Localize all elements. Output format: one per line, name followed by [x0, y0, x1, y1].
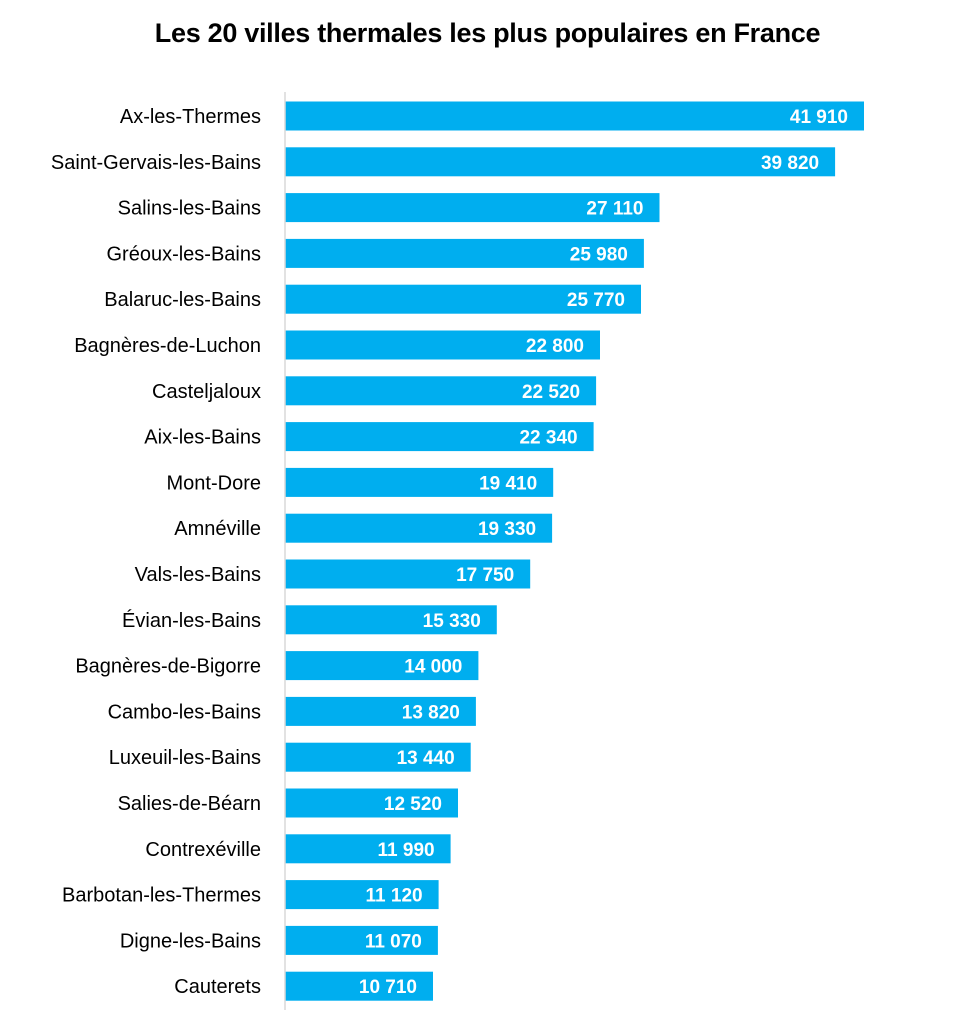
bar-17 [285, 880, 439, 910]
value-label: 11 070 [365, 931, 422, 952]
category-label: Contrexéville [145, 839, 261, 861]
category-label: Aix-les-Bains [144, 427, 261, 449]
value-label: 39 820 [761, 153, 819, 174]
category-label: Luxeuil-les-Bains [109, 747, 261, 769]
value-label: 11 120 [366, 886, 423, 907]
bar-16 [285, 834, 451, 864]
category-label: Salins-les-Bains [118, 198, 261, 220]
category-label: Cambo-les-Bains [108, 701, 261, 723]
category-label: Casteljaloux [152, 381, 261, 403]
category-label: Salies-de-Béarn [118, 793, 261, 815]
category-label: Mont-Dore [167, 472, 261, 494]
bar-19 [285, 971, 433, 1001]
value-label: 17 750 [456, 565, 514, 586]
value-label: 10 710 [359, 977, 417, 998]
bar-3 [285, 238, 644, 268]
bar-8 [285, 467, 554, 497]
category-label: Saint-Gervais-les-Bains [51, 152, 261, 174]
bar-7 [285, 422, 594, 452]
category-label: Gréoux-les-Bains [106, 243, 261, 265]
bar-10 [285, 559, 531, 589]
bar-15 [285, 788, 458, 818]
value-label: 22 520 [522, 382, 580, 403]
value-label: 27 110 [586, 199, 643, 220]
value-label: 19 410 [479, 473, 537, 494]
bar-1 [285, 147, 836, 177]
bar-4 [285, 284, 641, 314]
category-label: Digne-les-Bains [120, 930, 261, 952]
bar-5 [285, 330, 600, 360]
category-label: Bagnères-de-Bigorre [75, 656, 261, 678]
value-label: 25 980 [570, 244, 628, 265]
bar-0 [285, 101, 864, 131]
bar-2 [285, 193, 660, 223]
bar-18 [285, 925, 438, 955]
bar-12 [285, 651, 479, 681]
category-label: Balaruc-les-Bains [104, 289, 261, 311]
value-label: 13 440 [397, 748, 455, 769]
value-label: 11 990 [378, 840, 435, 861]
value-label: 22 340 [519, 428, 577, 449]
category-label: Vals-les-Bains [135, 564, 261, 586]
category-label: Barbotan-les-Thermes [62, 885, 261, 907]
bar-9 [285, 513, 553, 543]
value-label: 25 770 [567, 290, 625, 311]
value-label: 22 800 [526, 336, 584, 357]
value-label: 12 520 [384, 794, 442, 815]
category-label: Amnéville [174, 518, 261, 540]
value-label: 13 820 [402, 702, 460, 723]
value-label: 14 000 [404, 657, 462, 678]
bar-13 [285, 696, 476, 726]
category-label: Bagnères-de-Luchon [74, 335, 261, 357]
bar-14 [285, 742, 471, 772]
value-label: 15 330 [423, 611, 481, 632]
bar-11 [285, 605, 497, 635]
bar-6 [285, 376, 597, 406]
category-label: Ax-les-Thermes [120, 106, 261, 128]
value-label: 19 330 [478, 519, 536, 540]
category-label: Cauterets [174, 976, 261, 998]
chart-title: Les 20 villes thermales les plus populai… [154, 18, 821, 48]
bars-layer: Ax-les-Thermes 41 910 Saint-Gervais-les-Ba… [51, 101, 864, 1001]
category-label: Évian-les-Bains [122, 609, 261, 632]
value-label: 41 910 [790, 107, 848, 128]
